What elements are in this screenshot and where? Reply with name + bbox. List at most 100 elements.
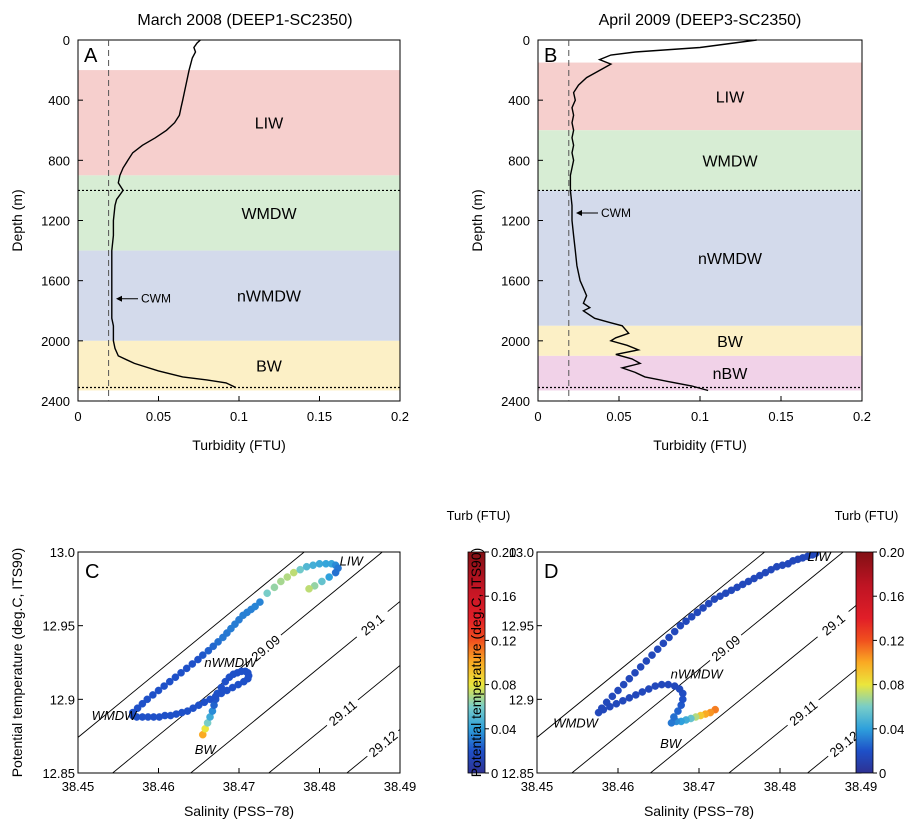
x-axis-label: Turbidity (FTU) — [653, 437, 747, 453]
panel-A: LIW WMDW nWMDW BW 0 0.05 0.1 0.15 0.2 0 400 800 1200… — [9, 12, 409, 453]
y-tick-label: 12.9 — [509, 692, 534, 707]
isopycnal-line — [886, 552, 909, 773]
y-tick-label: 2400 — [501, 394, 530, 409]
ts-point — [198, 651, 207, 659]
ts-point — [325, 573, 333, 581]
ts-point — [651, 682, 660, 690]
colorbar-tick-label: 0 — [491, 766, 498, 781]
isopycnal-line — [537, 552, 765, 738]
x-tick-label: 38.47 — [683, 779, 716, 794]
ts-point — [625, 674, 634, 683]
ts-point — [811, 552, 820, 558]
ts-point — [277, 577, 285, 586]
ts-point — [598, 704, 606, 712]
ts-point — [214, 638, 222, 646]
colorbar-tick-label: 0.08 — [491, 678, 516, 693]
ts-point — [256, 598, 264, 606]
ts-point — [642, 657, 651, 665]
y-tick-label: 400 — [508, 93, 530, 108]
ts-point — [296, 565, 304, 574]
isopycnal-line — [650, 600, 861, 773]
y-tick-label: 12.9 — [50, 692, 75, 707]
band-label-WMDW: WMDW — [702, 153, 758, 170]
band-LIW — [538, 62, 862, 131]
ts-point — [704, 599, 713, 608]
x-tick-label: 0.15 — [768, 409, 793, 424]
colorbar-title: Turb (FTU) — [447, 508, 511, 523]
isopycnal-label-bg — [321, 693, 364, 732]
ts-point — [331, 568, 340, 577]
x-tick-label: 0.05 — [146, 409, 171, 424]
water-mass-label: LIW — [340, 553, 365, 568]
ts-point — [659, 639, 668, 648]
y-tick-label: 2000 — [41, 334, 70, 349]
ts-point — [636, 663, 645, 671]
band-LIW — [78, 70, 400, 176]
y-tick-label: 13.0 — [509, 545, 534, 560]
isopycnal-line — [190, 600, 400, 773]
colorbar — [855, 551, 874, 774]
ts-point — [665, 633, 673, 642]
ts-point — [209, 642, 218, 651]
band-label-nBW: nBW — [713, 366, 749, 383]
colorbar-tick-label: 0.12 — [491, 633, 516, 648]
ts-point — [625, 694, 634, 702]
x-tick-label: 0.2 — [391, 409, 409, 424]
x-tick-label: 0.05 — [606, 409, 631, 424]
panel-B: LIW WMDW nWMDW BW nBW 0 0.05 0.1 0.15 0.2 0 400 800 1… — [469, 12, 871, 453]
x-tick-label: 38.46 — [602, 779, 635, 794]
band-label-BW: BW — [256, 359, 283, 376]
x-axis-label: Turbidity (FTU) — [192, 437, 286, 453]
ts-point — [133, 704, 142, 712]
colorbar-tick-label: 0 — [879, 766, 886, 781]
colorbar-tick-label: 0.04 — [879, 722, 904, 737]
ts-point — [664, 680, 673, 689]
x-tick-label: 38.48 — [303, 779, 336, 794]
x-tick-label: 38.48 — [764, 779, 797, 794]
y-tick-label: 12.95 — [501, 619, 534, 634]
ts-point — [614, 686, 622, 695]
colorbar-tick-label: 0.08 — [879, 678, 904, 693]
y-tick-label: 800 — [508, 153, 530, 168]
ts-point — [631, 669, 639, 677]
isopycnal-line — [78, 552, 305, 738]
panel-label: D — [544, 561, 558, 583]
x-axis-label: Salinity (PSS−78) — [184, 803, 294, 819]
ts-point — [315, 559, 324, 568]
cwm-label: CWM — [601, 206, 631, 220]
colorbar-tick-label: 0.16 — [491, 589, 516, 604]
ts-point — [638, 688, 647, 696]
ts-point — [302, 562, 311, 571]
ts-point — [674, 707, 682, 715]
y-tick-label: 13.0 — [50, 545, 75, 560]
ts-point — [653, 645, 662, 654]
ts-point — [612, 699, 621, 708]
ts-point — [177, 669, 185, 677]
ts-point — [251, 602, 259, 611]
colorbar — [467, 551, 486, 774]
x-tick-label: 0.1 — [230, 409, 248, 424]
ts-point — [263, 589, 271, 598]
panel-label: A — [84, 45, 98, 67]
ts-point — [289, 568, 298, 577]
band-nWMDW — [78, 250, 400, 341]
band-BW — [78, 340, 400, 391]
ts-point — [619, 680, 628, 689]
isopycnal-label-bg — [812, 605, 854, 644]
ts-point — [602, 698, 611, 707]
band-label-LIW: LIW — [255, 116, 284, 133]
y-axis-label: Depth (m) — [469, 189, 485, 251]
panel-label: B — [544, 45, 557, 67]
isopycnal-label-bg — [351, 605, 393, 644]
colorbar-tick-label: 0.20 — [879, 545, 904, 560]
panel-label: C — [85, 561, 99, 583]
y-tick-label: 1200 — [41, 214, 70, 229]
ts-point — [318, 577, 326, 586]
water-mass-label: WMDW — [92, 708, 138, 723]
water-mass-label: BW — [660, 736, 683, 751]
y-tick-label: 12.95 — [42, 619, 75, 634]
band-label-nWMDW: nWMDW — [237, 289, 302, 306]
turbidity-profile — [111, 39, 237, 389]
